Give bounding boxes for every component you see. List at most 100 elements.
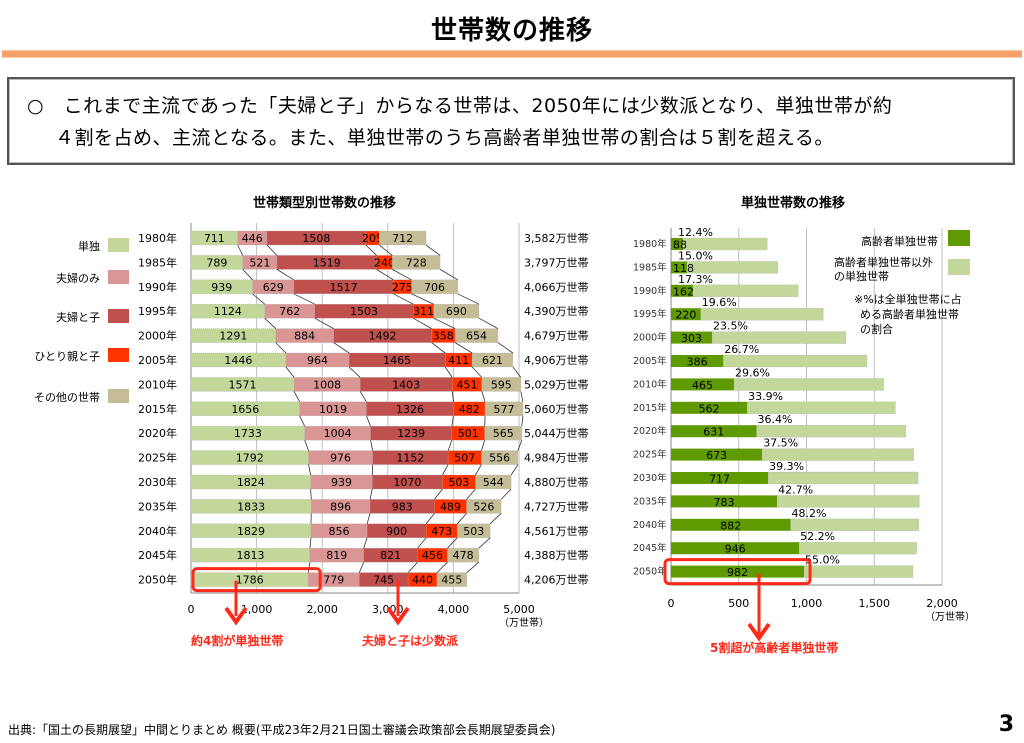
bar-value-label: 629 bbox=[263, 281, 284, 294]
y-category-label: 2030年 bbox=[138, 475, 177, 489]
series-connector-line bbox=[481, 440, 486, 451]
bar-value-label: 1403 bbox=[392, 378, 420, 391]
bar-value-label: 465 bbox=[692, 379, 713, 392]
total-label: 3,797万世帯 bbox=[524, 256, 589, 269]
series-connector-line bbox=[466, 561, 480, 573]
total-label: 5,029万世帯 bbox=[524, 378, 589, 391]
y-category-label: 2045年 bbox=[633, 542, 667, 554]
bar-value-label: 884 bbox=[294, 330, 315, 343]
bar-value-label: 451 bbox=[457, 378, 478, 391]
legend-label: ひとり親と子 bbox=[34, 350, 100, 363]
series-connector-line bbox=[497, 342, 514, 354]
legend-swatch bbox=[108, 238, 129, 252]
bar-value-label: 411 bbox=[448, 354, 469, 367]
bar-segment-non-elderly bbox=[803, 565, 914, 578]
bar-segment-elderly bbox=[671, 425, 757, 438]
bar-segment bbox=[413, 303, 434, 319]
series-connector-line bbox=[379, 244, 393, 256]
bar-value-label: 456 bbox=[422, 549, 443, 562]
series-connector-line bbox=[456, 513, 467, 525]
bar-value-label: 821 bbox=[380, 549, 401, 562]
highlight-box-2050 bbox=[663, 558, 812, 586]
series-connector-line bbox=[451, 415, 454, 427]
bar-value-label: 631 bbox=[703, 426, 724, 439]
highlight-box-2050 bbox=[191, 567, 322, 593]
bar-segment-non-elderly bbox=[723, 354, 868, 368]
series-connector-line bbox=[407, 561, 418, 573]
bar-segment bbox=[411, 279, 458, 295]
series-connector-line bbox=[299, 415, 306, 427]
percent-label: 12.4% bbox=[678, 226, 713, 239]
bar-value-label: 783 bbox=[714, 496, 735, 509]
total-label: 4,390万世帯 bbox=[524, 305, 589, 318]
bar-value-label: 556 bbox=[489, 452, 510, 465]
y-category-label: 2015年 bbox=[138, 402, 177, 416]
series-connector-line bbox=[413, 317, 432, 329]
series-connector-line bbox=[417, 537, 427, 549]
y-category-label: 2035年 bbox=[633, 495, 667, 507]
bar-value-label: 745 bbox=[373, 574, 394, 587]
bar-value-label: 690 bbox=[446, 305, 467, 318]
bar-value-label: 882 bbox=[720, 519, 741, 532]
annotation-elderly-over-50pct: 5割超が高齢者単独世帯 bbox=[710, 641, 839, 655]
y-category-label: 2010年 bbox=[633, 378, 667, 390]
bar-value-label: 478 bbox=[453, 549, 474, 562]
bar-value-label: 654 bbox=[466, 330, 487, 343]
y-category-label: 1980年 bbox=[138, 231, 177, 245]
bar-value-label: 1733 bbox=[234, 427, 262, 440]
y-category-label: 2040年 bbox=[633, 519, 667, 531]
bar-segment bbox=[190, 230, 238, 246]
legend-swatch bbox=[108, 389, 129, 403]
legend-swatch bbox=[108, 348, 129, 362]
right-chart-title: 単独世帯数の推移 bbox=[741, 196, 846, 211]
bar-segment bbox=[451, 425, 485, 441]
note-line-2: める高齢者単独世帯 bbox=[860, 308, 959, 321]
x-tick-label: 0 bbox=[188, 603, 195, 616]
bar-value-label: 521 bbox=[249, 256, 270, 269]
bar-segment bbox=[456, 523, 491, 539]
bar-segment-non-elderly bbox=[711, 331, 847, 344]
legend-swatch bbox=[108, 270, 129, 284]
legend-label: その他の世帯 bbox=[34, 391, 100, 404]
legend-label: 夫婦と子 bbox=[56, 311, 100, 324]
series-connector-line bbox=[252, 293, 265, 305]
bar-segment bbox=[471, 352, 514, 368]
x-tick-label: 4,000 bbox=[438, 603, 470, 616]
arrow-head bbox=[386, 606, 410, 626]
bar-segment bbox=[444, 352, 473, 368]
bar-value-label: 946 bbox=[725, 543, 746, 556]
y-category-label: 1990年 bbox=[138, 280, 177, 294]
bar-segment bbox=[293, 377, 361, 392]
bar-segment bbox=[310, 523, 368, 539]
series-connector-line bbox=[475, 464, 482, 476]
bar-segment bbox=[433, 303, 480, 319]
bar-segment bbox=[436, 572, 468, 587]
bar-value-label: 1792 bbox=[236, 452, 264, 465]
bar-segment bbox=[190, 499, 312, 514]
series-connector-line bbox=[512, 366, 522, 378]
bar-value-label: 728 bbox=[406, 256, 427, 269]
y-category-label: 1980年 bbox=[633, 238, 667, 250]
percent-label: 33.9% bbox=[748, 390, 783, 403]
series-connector-line bbox=[471, 366, 483, 378]
bar-segment bbox=[484, 425, 523, 441]
percent-label: 48.2% bbox=[792, 507, 827, 520]
x-tick-label: 1,000 bbox=[241, 603, 273, 616]
bar-value-label: 673 bbox=[706, 449, 727, 462]
percent-label: 29.6% bbox=[735, 366, 770, 379]
y-category-label: 2005年 bbox=[138, 353, 177, 367]
bar-segment bbox=[466, 499, 502, 514]
bar-segment bbox=[308, 450, 373, 465]
bar-segment bbox=[366, 401, 454, 417]
bar-value-label: 1008 bbox=[313, 378, 341, 391]
bar-segment bbox=[442, 474, 476, 490]
bar-value-label: 789 bbox=[206, 256, 227, 269]
series-connector-line bbox=[466, 488, 476, 500]
series-connector-line bbox=[370, 440, 373, 451]
page-number: 3 bbox=[998, 712, 1014, 737]
bar-segment-non-elderly bbox=[733, 378, 885, 391]
bar-segment-non-elderly bbox=[790, 518, 920, 532]
bar-segment bbox=[454, 328, 499, 343]
series-connector-line bbox=[447, 537, 458, 549]
page-title: 世帯数の推移 bbox=[430, 16, 593, 46]
